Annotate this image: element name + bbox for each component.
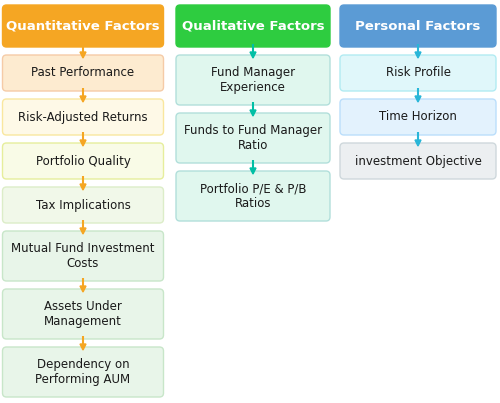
Text: Mutual Fund Investment
Costs: Mutual Fund Investment Costs bbox=[11, 242, 155, 270]
FancyBboxPatch shape bbox=[176, 5, 330, 47]
Polygon shape bbox=[80, 184, 86, 190]
FancyBboxPatch shape bbox=[2, 347, 164, 397]
Text: Past Performance: Past Performance bbox=[32, 66, 134, 79]
Polygon shape bbox=[250, 52, 256, 58]
Polygon shape bbox=[415, 96, 421, 102]
FancyBboxPatch shape bbox=[176, 113, 330, 163]
FancyBboxPatch shape bbox=[2, 99, 164, 135]
Polygon shape bbox=[80, 344, 86, 350]
Text: Fund Manager
Experience: Fund Manager Experience bbox=[211, 66, 295, 94]
FancyBboxPatch shape bbox=[2, 289, 164, 339]
FancyBboxPatch shape bbox=[176, 171, 330, 221]
FancyBboxPatch shape bbox=[2, 231, 164, 281]
FancyBboxPatch shape bbox=[340, 55, 496, 91]
Text: Risk Profile: Risk Profile bbox=[386, 66, 450, 79]
FancyBboxPatch shape bbox=[2, 143, 164, 179]
FancyBboxPatch shape bbox=[340, 5, 496, 47]
Text: Risk-Adjusted Returns: Risk-Adjusted Returns bbox=[18, 110, 148, 123]
Polygon shape bbox=[250, 110, 256, 116]
Polygon shape bbox=[80, 228, 86, 234]
Text: Dependency on
Performing AUM: Dependency on Performing AUM bbox=[36, 358, 130, 386]
Text: Assets Under
Management: Assets Under Management bbox=[44, 300, 122, 328]
Text: Qualitative Factors: Qualitative Factors bbox=[182, 19, 324, 33]
FancyBboxPatch shape bbox=[2, 55, 164, 91]
Text: investment Objective: investment Objective bbox=[354, 154, 482, 168]
Polygon shape bbox=[80, 96, 86, 102]
FancyBboxPatch shape bbox=[176, 55, 330, 105]
FancyBboxPatch shape bbox=[340, 99, 496, 135]
Text: Funds to Fund Manager
Ratio: Funds to Fund Manager Ratio bbox=[184, 124, 322, 152]
FancyBboxPatch shape bbox=[2, 5, 164, 47]
Text: Time Horizon: Time Horizon bbox=[379, 110, 457, 123]
FancyBboxPatch shape bbox=[340, 143, 496, 179]
Polygon shape bbox=[415, 52, 421, 58]
FancyBboxPatch shape bbox=[2, 187, 164, 223]
Polygon shape bbox=[80, 140, 86, 146]
Polygon shape bbox=[80, 52, 86, 58]
Text: Personal Factors: Personal Factors bbox=[356, 19, 480, 33]
Polygon shape bbox=[415, 140, 421, 146]
Text: Quantitative Factors: Quantitative Factors bbox=[6, 19, 160, 33]
Text: Portfolio Quality: Portfolio Quality bbox=[36, 154, 130, 168]
Text: Tax Implications: Tax Implications bbox=[36, 199, 130, 212]
Polygon shape bbox=[250, 168, 256, 174]
Text: Portfolio P/E & P/B
Ratios: Portfolio P/E & P/B Ratios bbox=[200, 182, 306, 210]
Polygon shape bbox=[80, 286, 86, 292]
